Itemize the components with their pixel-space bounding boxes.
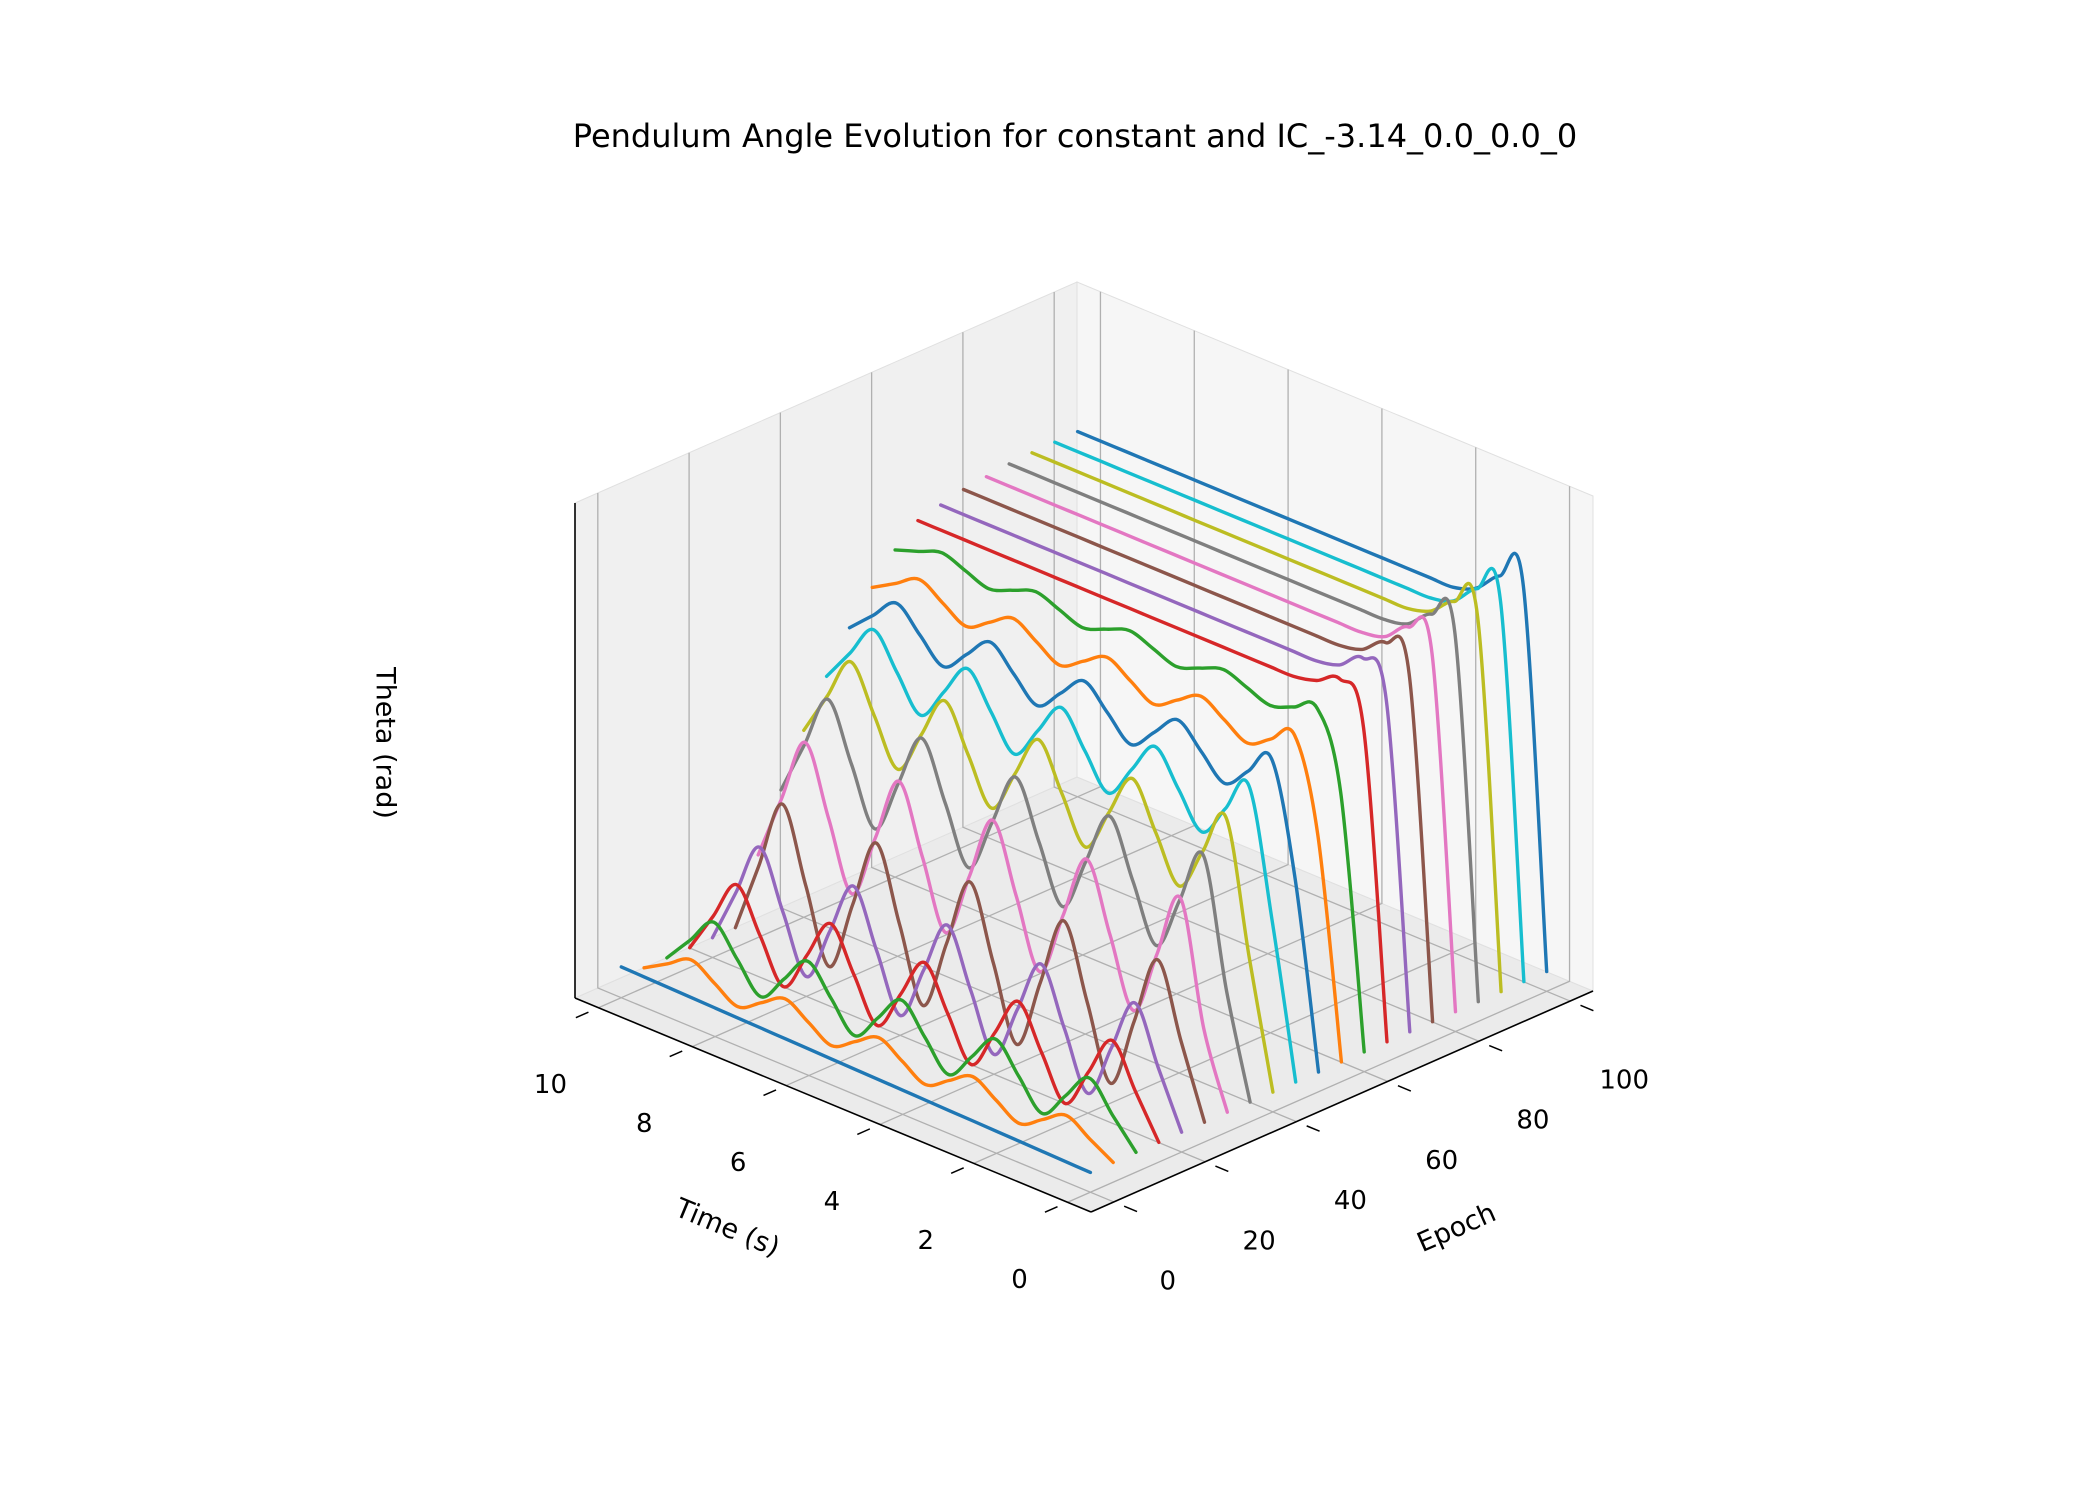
series-line <box>802 660 1275 1094</box>
series-line <box>756 740 1229 1114</box>
series-line <box>619 965 1093 1175</box>
y-tick-mark <box>1488 1044 1503 1052</box>
series-line <box>961 487 1435 1024</box>
grid-line <box>870 372 1388 1083</box>
grid-line <box>879 408 1383 1126</box>
series-line <box>1007 462 1480 1004</box>
y-tick-label: 100 <box>1599 1066 1649 1096</box>
y-tick-mark <box>1215 1165 1229 1173</box>
x-tick-mark <box>950 1167 964 1174</box>
y-tick-label: 60 <box>1425 1146 1458 1176</box>
series-line <box>665 920 1138 1154</box>
x-tick-label: 10 <box>534 1070 567 1100</box>
epoch-wall-pane <box>1076 281 1594 992</box>
series-line <box>824 627 1298 1084</box>
x-tick-label: 0 <box>1011 1265 1028 1295</box>
grid-line <box>597 492 1115 1203</box>
series-line <box>1075 429 1549 974</box>
y-tick-label: 80 <box>1516 1106 1549 1136</box>
x-tick-label: 2 <box>917 1226 934 1256</box>
y-tick-label: 0 <box>1160 1266 1177 1296</box>
x-tick-mark <box>1044 1206 1058 1213</box>
y-axis-line <box>1090 990 1594 1213</box>
series-line <box>1030 451 1503 994</box>
y-tick-mark <box>1580 1004 1594 1012</box>
series-line <box>847 600 1321 1074</box>
series-line <box>733 802 1207 1124</box>
x-tick-mark <box>575 1011 589 1019</box>
series-line <box>939 503 1412 1034</box>
grid-line <box>1053 292 1571 1002</box>
series-line <box>893 548 1366 1054</box>
y-tick-label: 20 <box>1243 1226 1276 1256</box>
x-tick-label: 8 <box>636 1109 653 1139</box>
x-tick-label: 4 <box>824 1187 841 1217</box>
grid <box>597 291 1571 1203</box>
series-line <box>779 697 1252 1104</box>
series-line <box>916 518 1389 1044</box>
series-line <box>642 957 1115 1165</box>
y-tick-mark <box>1123 1205 1138 1213</box>
series-line <box>1053 440 1526 984</box>
series-line <box>688 882 1161 1144</box>
series-line <box>870 576 1344 1064</box>
chart-title: Pendulum Angle Evolution for constant an… <box>573 117 1577 155</box>
grid-line <box>785 369 1289 1087</box>
x-tick-mark <box>669 1050 683 1058</box>
z-axis-label: Theta (rad) <box>370 666 401 819</box>
series-line <box>984 475 1458 1014</box>
series-line <box>710 845 1184 1134</box>
y-tick-label: 40 <box>1334 1186 1367 1216</box>
y-tick-mark <box>1397 1084 1412 1092</box>
x-tick-mark <box>857 1128 871 1136</box>
x-axis-line <box>574 997 1092 1213</box>
grid-line <box>1067 486 1571 1203</box>
x-tick-label: 6 <box>730 1148 747 1178</box>
lines <box>619 429 1549 1175</box>
x-tick-mark <box>763 1089 777 1097</box>
y-tick-mark <box>1306 1125 1320 1132</box>
